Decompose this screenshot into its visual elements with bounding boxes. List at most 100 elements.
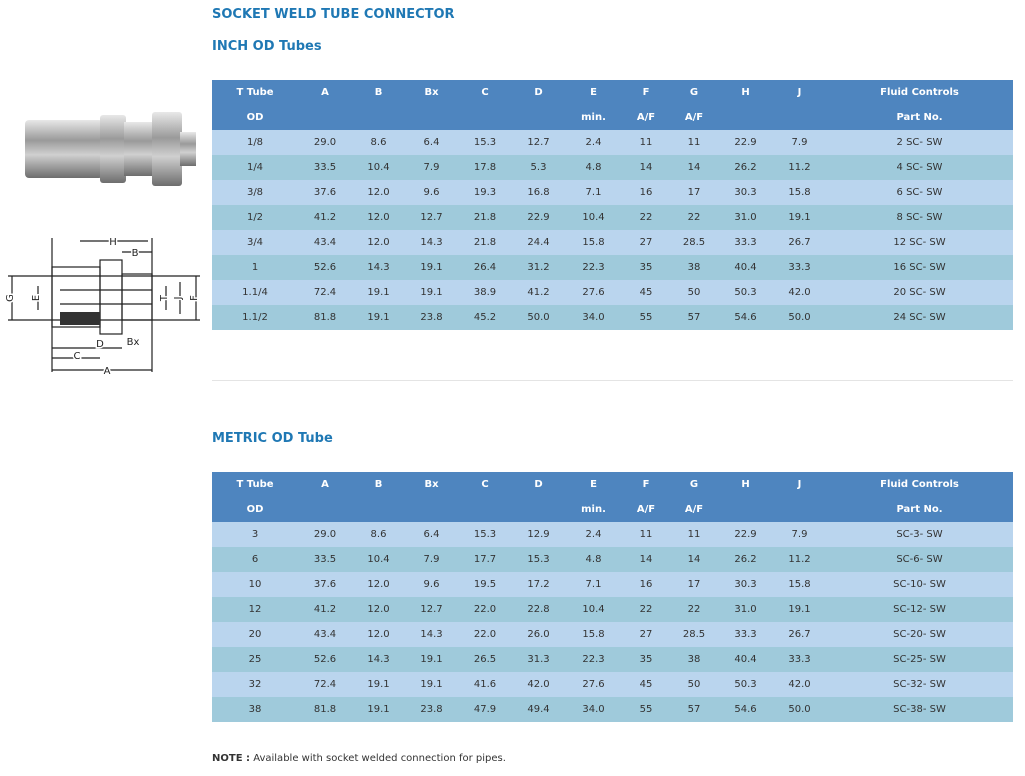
table-cell: 29.0 — [298, 522, 352, 547]
table-cell: 30.3 — [718, 180, 773, 205]
table-row: 3/4 43.4 12.0 14.3 21.8 24.4 15.8 27 28.5 33.3 26.… — [212, 230, 1013, 255]
table-cell: 35 — [622, 255, 670, 280]
column-subheader — [405, 497, 458, 522]
column-header: B — [352, 472, 405, 497]
table-cell: 28.5 — [670, 230, 718, 255]
table-cell: 38 — [212, 697, 298, 722]
table-cell: 1.1/2 — [212, 305, 298, 330]
table-cell: 16 SC- SW — [826, 255, 1013, 280]
table-row: 1.1/4 72.4 19.1 19.1 38.9 41.2 27.6 45 50 50.3 42.… — [212, 280, 1013, 305]
table-cell: 10.4 — [565, 597, 622, 622]
table-cell: 26.2 — [718, 547, 773, 572]
column-subheader — [298, 105, 352, 130]
table-cell: 19.1 — [405, 280, 458, 305]
table-cell: 16.8 — [512, 180, 565, 205]
table-cell: 42.0 — [773, 280, 826, 305]
table-cell: 26.7 — [773, 622, 826, 647]
table-cell: 12.0 — [352, 572, 405, 597]
table-cell: 37.6 — [298, 572, 352, 597]
table-cell: 33.3 — [718, 622, 773, 647]
table-cell: 14.3 — [352, 647, 405, 672]
table-cell: 81.8 — [298, 305, 352, 330]
table-cell: 22.3 — [565, 647, 622, 672]
table-cell: 12.7 — [405, 205, 458, 230]
table-row: 25 52.6 14.3 19.1 26.5 31.3 22.3 35 38 40.4 33.3 SC… — [212, 647, 1013, 672]
column-subheader — [298, 497, 352, 522]
table-cell: 1.1/4 — [212, 280, 298, 305]
table-cell: 11.2 — [773, 547, 826, 572]
column-header: T Tube — [212, 80, 298, 105]
table-cell: 57 — [670, 305, 718, 330]
table-cell: 33.5 — [298, 547, 352, 572]
table-cell: 22 — [670, 205, 718, 230]
table-row: 6 33.5 10.4 7.9 17.7 15.3 4.8 14 14 26.2 11.2 SC-6-… — [212, 547, 1013, 572]
table-cell: 17.7 — [458, 547, 512, 572]
table-cell: 72.4 — [298, 280, 352, 305]
table-cell: 6 — [212, 547, 298, 572]
table-cell: 2.4 — [565, 522, 622, 547]
table-cell: SC-3- SW — [826, 522, 1013, 547]
table-cell: 19.1 — [405, 255, 458, 280]
table-cell: SC-12- SW — [826, 597, 1013, 622]
dimension-label: Bx — [127, 337, 140, 348]
column-header: Fluid Controls — [826, 80, 1013, 105]
table-cell: 22.0 — [458, 597, 512, 622]
dimension-label: F — [189, 295, 200, 301]
column-subheader: A/F — [670, 105, 718, 130]
table-cell: 26.2 — [718, 155, 773, 180]
column-header: Bx — [405, 472, 458, 497]
table-cell: SC-38- SW — [826, 697, 1013, 722]
table-cell: 14 — [670, 547, 718, 572]
table-cell: 14 — [622, 547, 670, 572]
note-label: NOTE : — [212, 753, 251, 764]
column-header: E — [565, 80, 622, 105]
table-cell: 7.9 — [405, 155, 458, 180]
table-cell: 42.0 — [773, 672, 826, 697]
column-subheader — [458, 497, 512, 522]
table-cell: 10 — [212, 572, 298, 597]
table-body: 1/8 29.0 8.6 6.4 15.3 12.7 2.4 11 11 22.9 7.9 2 SC-… — [212, 130, 1013, 330]
column-subheader — [352, 497, 405, 522]
table-cell: 12.9 — [512, 522, 565, 547]
table-cell: 2 SC- SW — [826, 130, 1013, 155]
header-row: T Tube A B Bx C D E F G H J Fluid Controls — [212, 80, 1013, 105]
table-cell: 6 SC- SW — [826, 180, 1013, 205]
table-row: 1/4 33.5 10.4 7.9 17.8 5.3 4.8 14 14 26.2 11.2 4 SC… — [212, 155, 1013, 180]
table-cell: 15.8 — [565, 622, 622, 647]
table-cell: SC-10- SW — [826, 572, 1013, 597]
dimension-label: J — [173, 297, 184, 301]
table-cell: 50.0 — [773, 305, 826, 330]
table-cell: 41.6 — [458, 672, 512, 697]
table-cell: 54.6 — [718, 697, 773, 722]
table-cell: 14 — [622, 155, 670, 180]
table-cell: 15.3 — [458, 130, 512, 155]
table-cell: 31.3 — [512, 647, 565, 672]
table-cell: 16 — [622, 180, 670, 205]
table-cell: 41.2 — [298, 597, 352, 622]
table-cell: 33.3 — [718, 230, 773, 255]
table-cell: 11 — [670, 130, 718, 155]
table-cell: SC-32- SW — [826, 672, 1013, 697]
table-cell: 4.8 — [565, 155, 622, 180]
column-subheader: A/F — [622, 105, 670, 130]
table-cell: 12.0 — [352, 230, 405, 255]
table-cell: 50.0 — [773, 697, 826, 722]
table-cell: 57 — [670, 697, 718, 722]
dimension-label: A — [104, 366, 111, 377]
table-cell: 17 — [670, 180, 718, 205]
column-subheader — [718, 105, 773, 130]
column-subheader — [458, 105, 512, 130]
table-cell: 22.3 — [565, 255, 622, 280]
table-cell: 22 — [622, 205, 670, 230]
table-cell: 31.2 — [512, 255, 565, 280]
column-subheader: Part No. — [826, 497, 1013, 522]
table-cell: 16 — [622, 572, 670, 597]
table-cell: 6.4 — [405, 130, 458, 155]
table-cell: 38.9 — [458, 280, 512, 305]
table-cell: 3 — [212, 522, 298, 547]
table-cell: 26.7 — [773, 230, 826, 255]
table-cell: 22.9 — [718, 130, 773, 155]
table-cell: 17.8 — [458, 155, 512, 180]
table-row: 10 37.6 12.0 9.6 19.5 17.2 7.1 16 17 30.3 15.8 SC-1… — [212, 572, 1013, 597]
